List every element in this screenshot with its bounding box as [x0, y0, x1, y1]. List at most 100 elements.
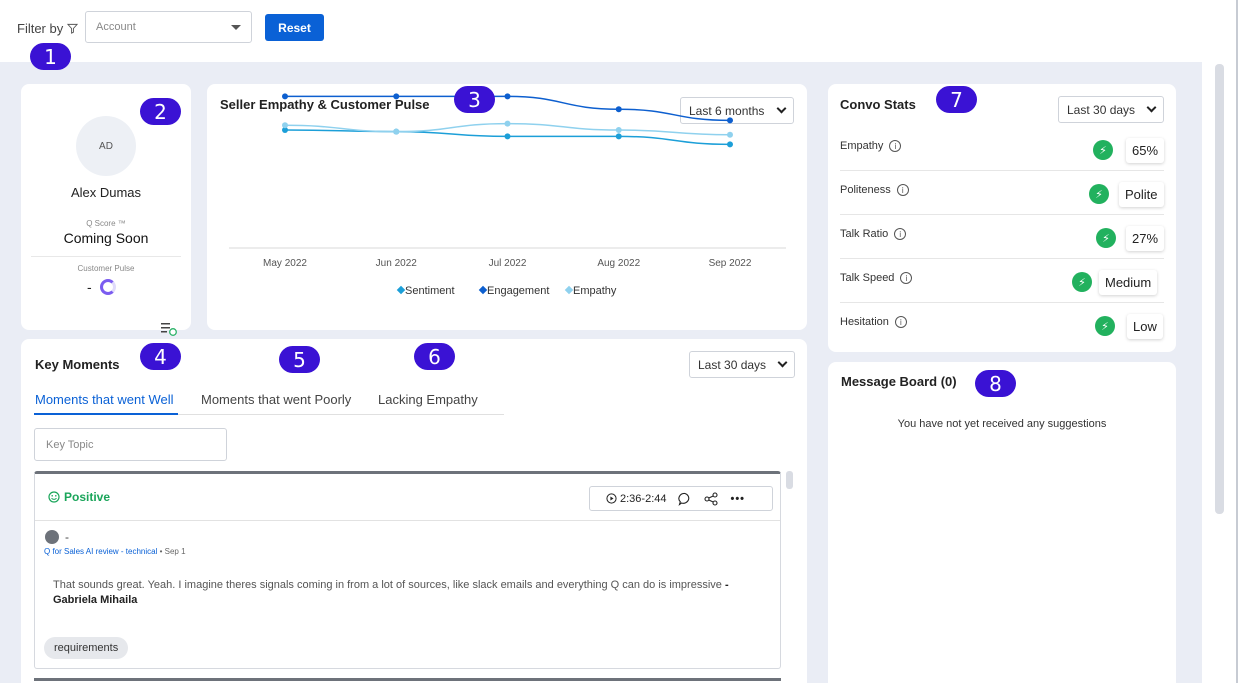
filter-icon	[67, 23, 79, 34]
data-point-engagement-0	[282, 93, 288, 100]
stat-value-hesitation: Low	[1127, 314, 1163, 339]
share-icon[interactable]	[704, 491, 719, 506]
topic-tag[interactable]: requirements	[44, 637, 129, 659]
message-board-title: Message Board (0)	[841, 374, 957, 389]
filter-bar: Filter by Account Reset	[0, 0, 1240, 62]
stat-row-empathy: Empathy i ⚡ 65%	[840, 127, 1165, 171]
data-point-sentiment-0	[282, 127, 288, 133]
call-meta: Q for Sales AI review - technical • Sep …	[44, 547, 186, 556]
active-tab-underline	[34, 413, 178, 415]
lightning-icon: ⚡	[1072, 272, 1092, 292]
profile-card: AD Alex Dumas Q Score ™ Coming Soon Cust…	[21, 84, 191, 336]
legend-label-sentiment: Sentiment	[405, 285, 455, 297]
x-tick-label: Jul 2022	[489, 258, 527, 269]
lightning-icon: ⚡	[1089, 184, 1109, 204]
convo-stats-range-dropdown[interactable]: Last 30 days	[1058, 96, 1164, 123]
stat-label-talk-speed: Talk Speed i	[840, 272, 913, 284]
stat-label-text: Politeness	[840, 184, 891, 196]
legend-marker-engagement	[478, 285, 488, 295]
stat-row-talk-ratio: Talk Ratio i ⚡ 27%	[840, 215, 1165, 259]
lightning-icon: ⚡	[1096, 228, 1116, 248]
convo-stats-range-label: Last 30 days	[1067, 102, 1136, 117]
play-button[interactable]: 2:36-2:44	[606, 493, 666, 505]
call-title-link[interactable]: Q for Sales AI review - technical	[44, 547, 158, 556]
speaker-name: -	[65, 530, 69, 544]
customer-pulse-text: -	[87, 279, 92, 295]
legend-label-engagement: Engagement	[487, 285, 549, 297]
series-line-engagement	[285, 95, 731, 122]
more-options-icon[interactable]: •••	[730, 492, 746, 505]
stat-value-talk-speed: Medium	[1099, 270, 1158, 295]
info-icon[interactable]: i	[900, 272, 913, 284]
account-select-placeholder: Account	[96, 21, 136, 33]
x-tick-label: Aug 2022	[597, 258, 640, 269]
page-scrollbar[interactable]	[1215, 64, 1224, 514]
key-moments-title: Key Moments	[35, 357, 120, 372]
data-point-empathy-2	[504, 120, 511, 127]
legend-marker-empathy	[564, 285, 574, 295]
quote-text: That sounds great. Yeah. I imagine there…	[53, 579, 722, 591]
callout-badge-7: 7	[936, 86, 977, 113]
callout-badge-1: 1	[30, 43, 71, 70]
tab-went-poorly[interactable]: Moments that went Poorly	[201, 392, 352, 407]
pulse-chart-title: Seller Empathy & Customer Pulse	[220, 97, 430, 112]
tabs-divider	[34, 414, 504, 415]
key-topic-input[interactable]: Key Topic	[34, 428, 227, 461]
data-point-engagement-1	[393, 93, 400, 100]
chevron-down-icon	[777, 357, 788, 368]
info-icon[interactable]: i	[894, 228, 907, 240]
key-moments-scrollbar[interactable]	[786, 471, 793, 489]
stat-value-empathy: 65%	[1126, 138, 1165, 163]
info-icon[interactable]: i	[889, 140, 902, 152]
callout-badge-6: 6	[414, 343, 455, 370]
filter-label-text: Filter by	[17, 21, 64, 36]
reset-button[interactable]: Reset	[265, 14, 324, 41]
customer-pulse-label: Customer Pulse	[77, 264, 135, 273]
stat-row-politeness: Politeness i ⚡ Polite	[840, 171, 1164, 215]
data-point-empathy-1	[393, 128, 400, 135]
next-moment-card	[34, 678, 781, 683]
time-range: 2:36-2:44	[620, 492, 667, 505]
data-point-empathy-4	[727, 131, 733, 138]
info-icon[interactable]: i	[894, 316, 907, 328]
chevron-down-icon	[1146, 102, 1157, 113]
comment-icon[interactable]	[678, 492, 692, 506]
callout-badge-4: 4	[140, 343, 181, 370]
callout-badge-5: 5	[279, 346, 320, 373]
pulse-ring-icon	[99, 279, 116, 295]
pulse-chart-card: Seller Empathy & Customer Pulse Last 6 m…	[207, 84, 807, 330]
tab-lacking-empathy[interactable]: Lacking Empathy	[378, 392, 478, 407]
stat-row-hesitation: Hesitation i ⚡ Low	[840, 303, 1164, 347]
quote-separator: -	[721, 579, 729, 591]
lightning-icon: ⚡	[1093, 140, 1113, 160]
stat-label-politeness: Politeness i	[840, 184, 909, 196]
stat-label-text: Talk Ratio	[840, 228, 889, 240]
data-point-engagement-3	[615, 106, 622, 113]
data-point-engagement-4	[727, 117, 733, 124]
customer-pulse-value: -	[87, 279, 116, 295]
info-icon[interactable]: i	[896, 184, 909, 196]
convo-stats-card: Convo Stats Last 30 days Empathy i ⚡ 65% …	[828, 84, 1176, 352]
list-settings-icon[interactable]	[161, 322, 177, 336]
data-point-engagement-2	[504, 93, 511, 100]
key-moments-range-dropdown[interactable]: Last 30 days	[689, 351, 795, 378]
smile-icon	[48, 491, 60, 503]
speaker-icon	[45, 530, 59, 544]
data-point-sentiment-3	[615, 133, 622, 140]
legend-marker-sentiment	[396, 285, 406, 295]
stat-label-text: Talk Speed	[840, 272, 895, 284]
call-date: • Sep 1	[159, 547, 186, 556]
account-select[interactable]: Account	[85, 11, 252, 43]
tab-went-well[interactable]: Moments that went Well	[35, 392, 174, 407]
data-point-sentiment-4	[727, 141, 733, 148]
x-tick-label: Jun 2022	[376, 258, 418, 269]
x-tick-label: May 2022	[263, 258, 307, 269]
stat-label-text: Hesitation	[840, 316, 889, 328]
qscore-label: Q Score ™	[86, 219, 126, 228]
callout-badge-2: 2	[140, 98, 181, 125]
window-edge	[1236, 0, 1238, 683]
message-board-card: Message Board (0) You have not yet recei…	[828, 362, 1176, 683]
divider	[35, 520, 780, 521]
qscore-value: Coming Soon	[63, 230, 149, 246]
data-point-empathy-0	[282, 122, 288, 129]
